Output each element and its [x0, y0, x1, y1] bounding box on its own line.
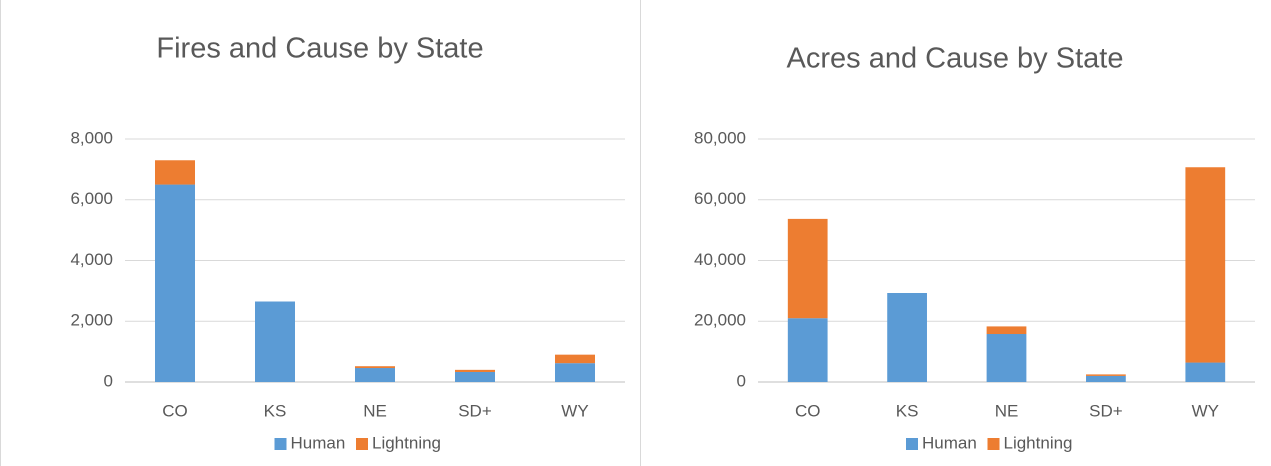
- bar-segment: [787, 218, 828, 319]
- bar-segment: [555, 354, 595, 364]
- x-tick-label: NE: [363, 401, 387, 420]
- bar-segment: [255, 301, 295, 382]
- x-tick-label: WY: [561, 401, 588, 420]
- y-tick-label: 6,000: [70, 189, 113, 208]
- legend-swatch: [356, 438, 368, 450]
- legend-label: Human: [922, 433, 977, 452]
- x-tick-label: SD+: [458, 401, 492, 420]
- bar-segment: [986, 326, 1027, 335]
- y-tick-label: 4,000: [70, 250, 113, 269]
- bar-segment: [1086, 374, 1126, 376]
- x-tick-label: KS: [264, 401, 287, 420]
- bar-segment: [455, 369, 495, 372]
- legend-swatch: [987, 438, 1000, 450]
- y-tick-label: 2,000: [70, 311, 113, 330]
- y-tick-label: 8,000: [70, 128, 113, 147]
- x-tick-label: KS: [896, 401, 919, 420]
- legend-label: Lightning: [372, 433, 441, 452]
- bar-segment: [1185, 167, 1226, 363]
- y-tick-label: 0: [104, 371, 113, 390]
- bar-segment: [986, 334, 1027, 382]
- x-tick-label: SD+: [1089, 401, 1123, 420]
- bar-segment: [1185, 362, 1226, 382]
- legend-label: Human: [291, 433, 346, 452]
- x-tick-label: WY: [1192, 401, 1219, 420]
- bar-segment: [455, 371, 495, 382]
- chart-title: Acres and Cause by State: [787, 43, 1124, 75]
- y-tick-label: 80,000: [694, 128, 746, 147]
- bar-segment: [887, 293, 927, 382]
- bar-segment: [155, 160, 195, 185]
- legend-swatch: [274, 438, 287, 450]
- y-tick-label: 20,000: [694, 311, 746, 330]
- chart-title: Fires and Cause by State: [156, 33, 483, 65]
- bar-segment: [355, 366, 395, 369]
- bar-segment: [355, 368, 395, 382]
- bar-segment: [555, 363, 595, 382]
- x-tick-label: CO: [162, 401, 188, 420]
- y-tick-label: 0: [737, 371, 746, 390]
- y-tick-label: 60,000: [694, 189, 746, 208]
- legend-label: Lightning: [1004, 433, 1073, 452]
- bar-segment: [155, 184, 195, 382]
- x-tick-label: CO: [795, 401, 821, 420]
- x-tick-label: NE: [995, 401, 1019, 420]
- y-tick-label: 40,000: [694, 250, 746, 269]
- bar-segment: [787, 318, 828, 382]
- bar-segment: [1086, 375, 1126, 382]
- legend-swatch: [906, 438, 918, 450]
